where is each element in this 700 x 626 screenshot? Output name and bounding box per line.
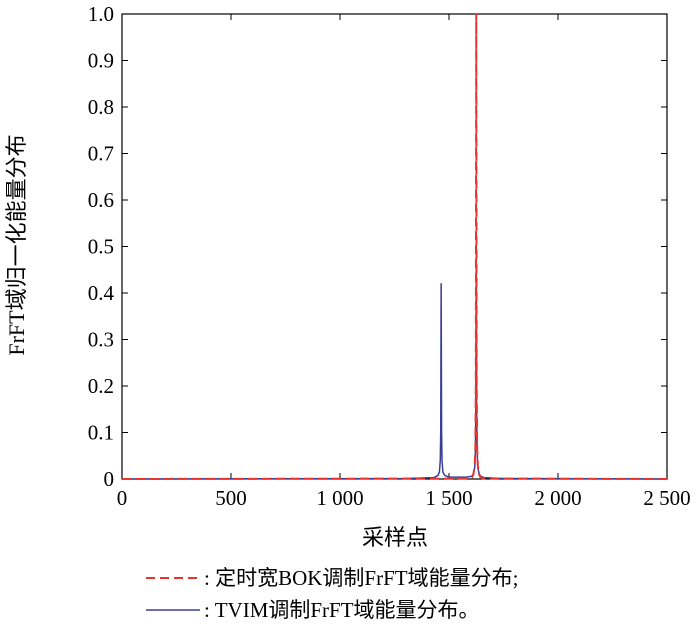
- y-tick-label: 0.8: [88, 95, 114, 119]
- y-tick-label: 0.1: [88, 421, 114, 445]
- y-axis-label: FrFT域归一化能量分布: [4, 134, 29, 355]
- y-tick-label: 0.3: [88, 328, 114, 352]
- y-tick-label: 0.4: [88, 281, 115, 305]
- y-tick-label: 1.0: [88, 2, 114, 26]
- x-tick-label: 500: [215, 486, 247, 510]
- series-layer: [121, 13, 668, 480]
- plot-area-border: [121, 13, 668, 480]
- y-tick-label: 0.9: [88, 49, 114, 73]
- y-tick-label: 0.6: [88, 188, 114, 212]
- ticks-layer: 0 500 1 000 1 500 2 000 2 500 0 0.1 0.2 0.3 0.4 0.5…: [88, 2, 691, 510]
- x-tick-label: 1 500: [425, 486, 472, 510]
- x-tick-label: 1 000: [316, 486, 363, 510]
- y-tick-label: 0: [104, 467, 115, 491]
- legend-label-fixed-bok: : 定时宽BOK调制FrFT域能量分布;: [204, 566, 518, 590]
- x-tick-label: 2 000: [534, 486, 581, 510]
- series-line-fixed-bok: [121, 13, 668, 480]
- x-axis-label: 采样点: [362, 525, 428, 550]
- plot-frame: [121, 13, 668, 480]
- legend: : 定时宽BOK调制FrFT域能量分布; : TVIM调制FrFT域能量分布。: [146, 566, 518, 622]
- x-tick-label: 0: [117, 486, 128, 510]
- legend-label-tvim: : TVIM调制FrFT域能量分布。: [204, 598, 480, 622]
- x-tick-label: 2 500: [643, 486, 690, 510]
- y-tick-label: 0.7: [88, 142, 114, 166]
- y-tick-label: 0.5: [88, 235, 114, 259]
- series-line-tvim: [121, 241, 668, 480]
- y-tick-label: 0.2: [88, 374, 114, 398]
